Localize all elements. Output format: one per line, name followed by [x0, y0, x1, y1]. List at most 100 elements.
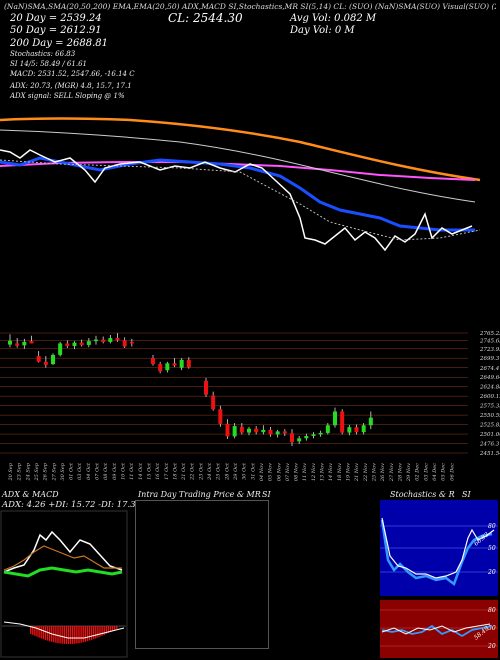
sma-20-line [0, 156, 475, 232]
candle-body [165, 363, 170, 371]
macd-bar [80, 626, 82, 643]
candle-body [94, 339, 98, 342]
date-axis-label: 21 Nov [354, 463, 360, 482]
intraday-panel [135, 500, 269, 649]
si-value: SI 14/5: 58.49 / 61.61 [10, 60, 87, 68]
date-axis-label: 24 Sep [25, 462, 31, 481]
date-axis-label: 13 Nov [320, 463, 326, 481]
macd-bar [34, 626, 36, 636]
candle-body [254, 428, 259, 433]
price-axis-label: 2699.37 [479, 356, 500, 362]
macd-bar [97, 626, 99, 638]
date-axis-label: 14 Oct [138, 462, 144, 480]
intraday-panel-title: Intra Day Trading Price & MR [138, 490, 261, 499]
macd-bar [101, 626, 103, 636]
macd-bar [111, 626, 114, 631]
candle-body [232, 426, 237, 437]
price-axis-label: 2624.88 [479, 385, 500, 391]
macd-bar [114, 626, 116, 630]
date-axis-label: 18 Nov [337, 463, 343, 481]
sma-200-line [0, 117, 481, 182]
rsi-axis-50: 50 [488, 625, 496, 632]
macd-bar [59, 626, 61, 644]
macd-bar [90, 626, 93, 640]
price-axis-label: 2501.06 [479, 432, 500, 438]
date-axis-label: 24 Oct [207, 462, 213, 481]
macd-bar [84, 626, 86, 642]
date-axis-label: 30 Sep [60, 462, 66, 480]
candle-body [304, 435, 309, 439]
candle-body [22, 341, 27, 346]
stoch-axis-80: 80 [488, 523, 496, 530]
macd-bar [63, 626, 65, 644]
candle-body [275, 431, 280, 435]
candle-body [122, 340, 127, 347]
macd-value: MACD: 2531.52, 2547.66, -16.14 C [10, 70, 135, 78]
macd-bar [40, 626, 42, 639]
adx-signal: ADX signal: SELL Sloping @ 1% [10, 92, 125, 100]
price-line [0, 149, 473, 252]
candle-body [179, 359, 184, 368]
date-axis-label: 23 Sep [17, 462, 23, 481]
candle-body [58, 343, 63, 355]
candle-body [239, 426, 244, 433]
candle-body [225, 423, 230, 437]
date-axis-label: 27 Sep [51, 462, 57, 481]
candle-body [43, 361, 48, 365]
date-axis-label: 15 Oct [146, 462, 152, 480]
date-axis-label: 18 Oct [172, 462, 178, 480]
macd-bar [57, 626, 59, 644]
stoch-panel-title: Stochastics & R [390, 490, 455, 499]
date-axis-label: 28 Oct [224, 462, 230, 481]
candle-body [108, 338, 113, 342]
macd-bar [103, 626, 105, 635]
candle-body [101, 339, 106, 342]
macd-line [3, 621, 125, 639]
macd-bar [46, 626, 49, 641]
sma-200-label: 200 Day = 2688.81 [10, 38, 108, 49]
candle-body [290, 433, 294, 443]
macd-bar [95, 626, 97, 639]
candle-body [115, 338, 120, 341]
macd-bar [109, 626, 112, 632]
price-axis-label: 2649.64 [479, 375, 500, 381]
macd-bar [107, 626, 110, 633]
date-axis-label: 22 Oct [190, 462, 196, 481]
price-axis-label: 2525.83 [479, 423, 500, 429]
adx-line: ADX: 20.73, (MGR) 4.8, 15.7, 17.1 [10, 82, 132, 90]
date-axis-label: 17 Oct [164, 462, 170, 480]
candle-body [282, 431, 287, 434]
sma-50-line [0, 129, 476, 203]
date-axis-label: 16 Oct [155, 462, 161, 480]
macd-bar [76, 626, 78, 644]
stoch-k-line [380, 519, 493, 587]
date-axis-label: 03 Dec [423, 463, 429, 481]
intraday-panel-suffix: SI [262, 490, 271, 499]
macd-bar [55, 626, 57, 643]
indicator-header-line: (NaN)SMA,SMA(20,50,200) EMA,EMA(20,50) A… [4, 2, 496, 11]
date-axis-label: 29 Oct [233, 462, 239, 481]
date-axis-label: 04 Oct [86, 462, 92, 480]
candle-body [65, 343, 70, 347]
macd-bar [99, 626, 101, 637]
rsi-white-line [381, 623, 491, 635]
date-axis-label: 23 Oct [198, 462, 204, 481]
rsi-axis-80: 80 [488, 607, 496, 614]
price-axis-label: 2575.35 [479, 404, 500, 410]
date-axis-label: 11 Nov [302, 463, 308, 481]
date-axis-label: 04 Dec [432, 463, 438, 481]
candle-body [247, 428, 251, 433]
price-axis-label: 2745.63 [479, 339, 500, 345]
candle-body [15, 343, 20, 346]
stoch-axis-50: 50 [488, 545, 496, 552]
candle-body [151, 357, 155, 365]
date-axis-label: 21 Oct [181, 462, 187, 481]
date-axis-label: 14 Nov [328, 463, 334, 481]
macd-bar [74, 626, 76, 644]
sma-20-label: 20 Day = 2539.24 [10, 13, 102, 24]
macd-bar [105, 626, 107, 634]
adx-macd-panel [0, 510, 128, 658]
macd-bar [61, 626, 63, 644]
adx-plus-di-line [3, 530, 123, 573]
date-axis-label: 26 Nov [380, 463, 386, 482]
